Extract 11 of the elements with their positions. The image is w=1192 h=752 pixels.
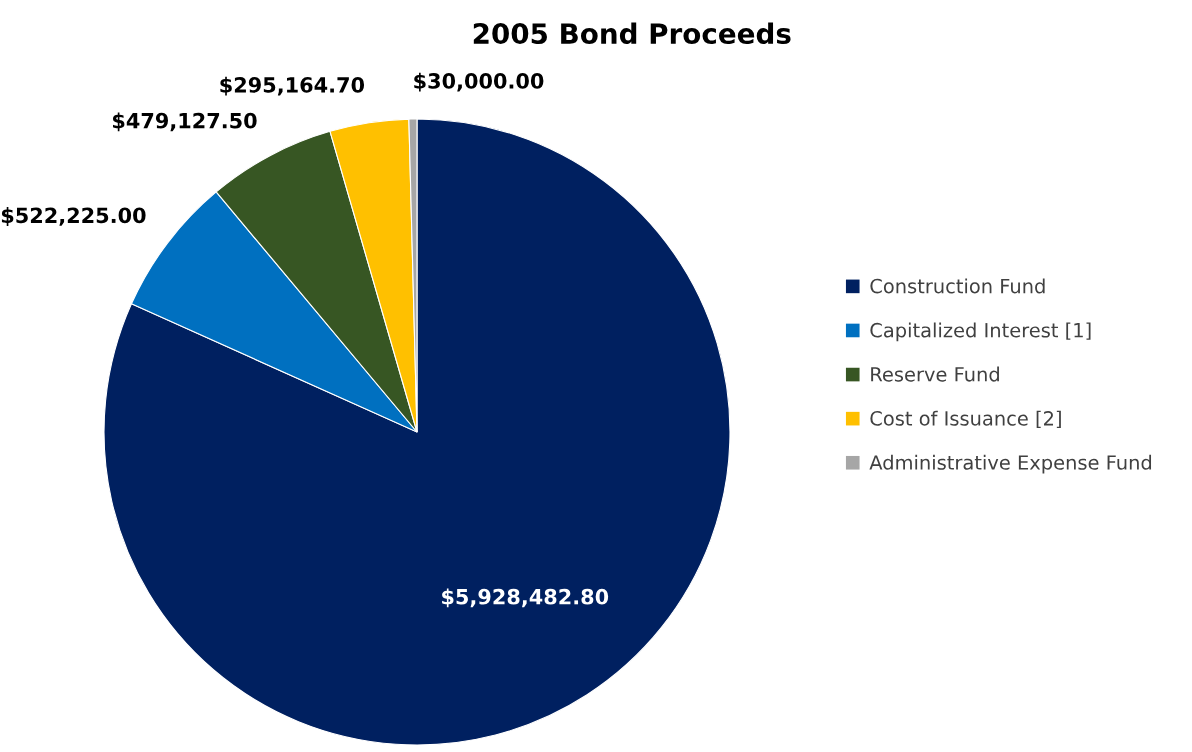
chart-title: 2005 Bond Proceeds	[473, 22, 791, 45]
data-label: $479,127.50	[112, 112, 257, 132]
data-label: $5,928,482.80	[442, 588, 609, 608]
data-label: $522,225.00	[1, 207, 146, 226]
legend-label: Cost of Issuance [2]	[870, 410, 1061, 429]
legend-label: Construction Fund	[870, 278, 1045, 294]
data-label: $30,000.00	[414, 72, 544, 92]
legend-label: Capitalized Interest [1]	[870, 322, 1091, 342]
data-label: $295,164.70	[220, 76, 365, 96]
legend-label: Reserve Fund	[871, 366, 999, 382]
legend-label: Administrative Expense Fund	[869, 454, 1152, 474]
